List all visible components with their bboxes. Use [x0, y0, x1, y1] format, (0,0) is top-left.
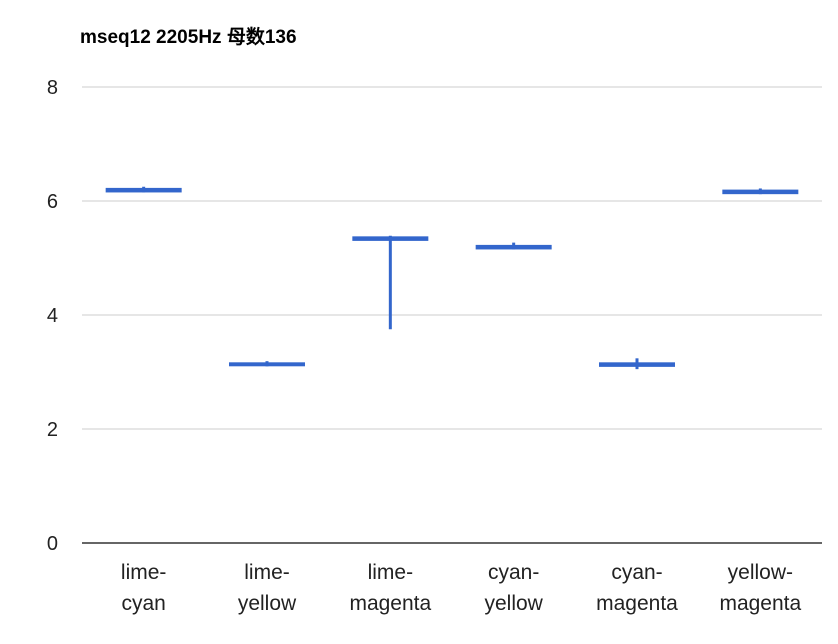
candle [352, 235, 429, 330]
x-tick-label: cyan- [611, 561, 662, 584]
candle-body [229, 362, 305, 367]
x-tick-label: magenta [719, 592, 801, 615]
y-tick-labels: 0 2 4 6 8 [47, 77, 58, 555]
x-tick-label: magenta [596, 592, 678, 615]
gridlines [82, 86, 822, 430]
candle-body [722, 189, 799, 195]
y-tick-label: 6 [47, 191, 58, 213]
x-tick-label: lime- [244, 561, 290, 584]
candle [599, 358, 675, 370]
y-tick-label: 2 [47, 419, 58, 441]
y-tick-label: 4 [47, 305, 58, 327]
candle [229, 361, 305, 367]
y-tick-label: 8 [47, 77, 58, 99]
x-tick-label: yellow [238, 592, 297, 615]
x-tick-label: cyan- [488, 561, 539, 584]
x-tick-labels: lime-cyan lime-yellow lime-magenta cyan-yel… [121, 561, 802, 615]
x-tick-label: cyan [121, 592, 165, 615]
candle-body [599, 362, 675, 367]
candle [722, 188, 799, 195]
candle [105, 186, 182, 193]
candles [105, 186, 799, 370]
x-tick-label: yellow- [728, 561, 793, 584]
x-tick-label: magenta [349, 592, 431, 615]
candle-body [475, 244, 552, 250]
x-tick-label: yellow [484, 592, 543, 615]
x-tick-label: lime- [368, 561, 414, 584]
candle [475, 242, 552, 250]
candle-body [352, 236, 429, 241]
chart-title: mseq12 2205Hz 母数136 [80, 27, 297, 48]
y-tick-label: 0 [47, 533, 58, 555]
x-tick-label: lime- [121, 561, 167, 584]
candle-body [105, 187, 182, 193]
